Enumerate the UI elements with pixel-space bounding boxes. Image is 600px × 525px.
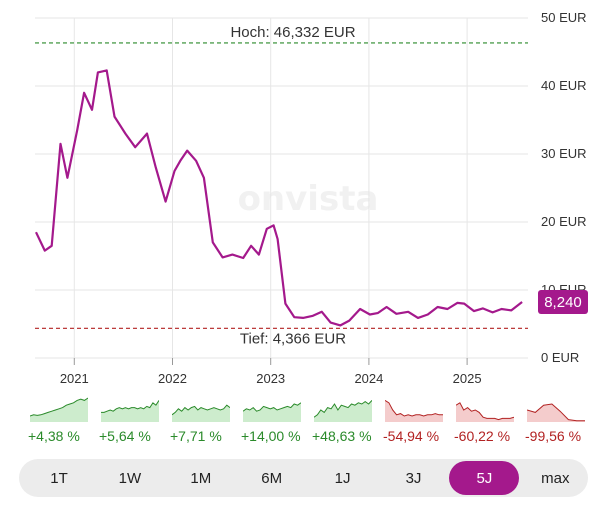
- performance-1W: +5,64 %: [99, 396, 161, 444]
- sparkline: [30, 397, 88, 422]
- performance-label: +5,64 %: [99, 428, 151, 444]
- high-label: Hoch: 46,332 EUR: [230, 24, 355, 41]
- range-button-3j[interactable]: 3J: [379, 461, 449, 495]
- x-axis: 2021 2022 2023 2024 2025: [60, 358, 482, 386]
- performance-3J: -54,94 %: [383, 396, 445, 444]
- sparkline-line: [385, 399, 443, 417]
- x-tick-label: 2025: [453, 371, 482, 386]
- sparkline-line: [172, 404, 230, 416]
- performance-label: +7,71 %: [170, 428, 222, 444]
- low-label: Tief: 4,366 EUR: [240, 330, 346, 347]
- watermark-logo: onvista: [238, 179, 379, 219]
- y-tick-label: 0 EUR: [541, 350, 579, 365]
- last-price-value: 8,240: [544, 294, 582, 311]
- performance-label: -54,94 %: [383, 428, 440, 444]
- sparkline: [314, 400, 372, 422]
- sparkline: [243, 402, 301, 422]
- performance-max: -99,56 %: [525, 396, 587, 444]
- sparkline-line: [30, 397, 88, 417]
- performance-6M: +14,00 %: [241, 396, 303, 444]
- performance-5J: -60,22 %: [454, 396, 516, 444]
- last-price-badge: 8,240: [538, 289, 588, 314]
- y-tick-label: 20 EUR: [541, 214, 587, 229]
- sparkline: [527, 403, 585, 422]
- sparkline-line: [456, 402, 514, 421]
- sparkline-area: [385, 400, 443, 422]
- y-tick-label: 30 EUR: [541, 146, 587, 161]
- sparkline-area: [527, 404, 585, 422]
- sparkline-area: [30, 398, 88, 422]
- sparkline-line: [243, 402, 301, 412]
- x-tick-label: 2023: [256, 371, 285, 386]
- range-button-5j[interactable]: 5J: [449, 461, 520, 495]
- range-button-1t[interactable]: 1T: [24, 461, 94, 495]
- sparkline-line: [101, 400, 159, 413]
- sparkline: [456, 402, 514, 422]
- sparkline-line: [527, 403, 585, 422]
- range-button-1m[interactable]: 1M: [166, 461, 236, 495]
- range-button-max[interactable]: max: [520, 461, 590, 495]
- range-button-1w[interactable]: 1W: [95, 461, 165, 495]
- range-selector: 1T 1W 1M 6M 1J 3J 5J max: [19, 459, 588, 497]
- performance-1M: +7,71 %: [170, 396, 232, 444]
- x-tick-label: 2021: [60, 371, 89, 386]
- sparkline-area: [101, 400, 159, 422]
- performance-label: +4,38 %: [28, 428, 80, 444]
- performance-label: -60,22 %: [454, 428, 511, 444]
- grid-lines: [35, 17, 528, 359]
- performance-1J: +48,63 %: [312, 396, 374, 444]
- x-tick-label: 2024: [354, 371, 383, 386]
- y-tick-label: 40 EUR: [541, 78, 587, 93]
- sparkline-line: [314, 400, 372, 418]
- performance-label: -99,56 %: [525, 428, 582, 444]
- sparkline-area: [314, 400, 372, 422]
- x-tick-label: 2022: [158, 371, 187, 386]
- sparkline-area: [243, 402, 301, 422]
- sparkline: [385, 399, 443, 422]
- sparkline: [172, 404, 230, 422]
- price-line: [35, 69, 523, 327]
- last-price-badge-bg: [538, 289, 588, 314]
- reference-lines: Hoch: 46,332 EUR Tief: 4,366 EUR: [35, 24, 528, 347]
- sparkline: [101, 400, 159, 422]
- sparkline-area: [456, 402, 514, 422]
- y-tick-label: 50 EUR: [541, 10, 587, 25]
- performance-label: +14,00 %: [241, 428, 301, 444]
- range-button-6m[interactable]: 6M: [237, 461, 307, 495]
- performance-label: +48,63 %: [312, 428, 372, 444]
- range-button-1j[interactable]: 1J: [308, 461, 378, 495]
- performance-strip: +4,38 % +5,64 % +7,71 % +14,00 % +48,63 % -54…: [28, 396, 594, 448]
- performance-1T: +4,38 %: [28, 396, 90, 444]
